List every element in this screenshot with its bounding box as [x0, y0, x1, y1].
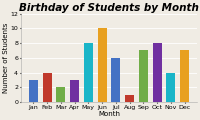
Bar — [125, 95, 134, 102]
Bar — [166, 73, 175, 102]
Bar — [70, 80, 79, 102]
Title: Birthday of Students by Month: Birthday of Students by Month — [19, 3, 199, 13]
Y-axis label: Number of Students: Number of Students — [3, 23, 9, 93]
Bar — [29, 80, 38, 102]
Bar — [98, 28, 107, 102]
Bar — [139, 50, 148, 102]
X-axis label: Month: Month — [98, 111, 120, 117]
Bar — [153, 43, 162, 102]
Bar — [43, 73, 52, 102]
Bar — [84, 43, 93, 102]
Bar — [56, 87, 65, 102]
Bar — [180, 50, 189, 102]
Bar — [111, 58, 120, 102]
